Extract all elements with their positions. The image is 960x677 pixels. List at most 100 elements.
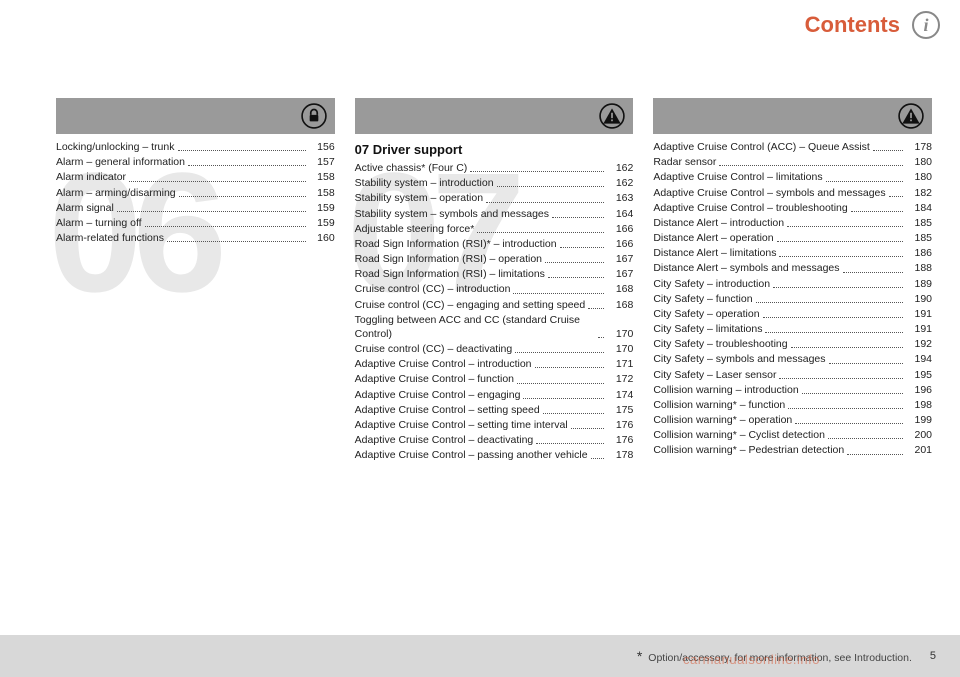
- toc-row: Collision warning* – operation199: [653, 413, 932, 427]
- toc-columns: 06Locking/unlocking – trunk156Alarm – ge…: [56, 98, 932, 463]
- toc-label: Adaptive Cruise Control – setting speed: [355, 403, 540, 417]
- toc-dots: [515, 352, 604, 353]
- toc-dots: [588, 308, 604, 309]
- toc-row: Alarm-related functions160: [56, 231, 335, 245]
- toc-dots: [847, 454, 903, 455]
- toc-dots: [843, 272, 904, 273]
- toc-page: 190: [906, 292, 932, 306]
- toc-dots: [167, 241, 306, 242]
- toc-dots: [129, 181, 306, 182]
- toc-dots: [536, 443, 604, 444]
- toc-page: 176: [607, 433, 633, 447]
- toc-label: Adaptive Cruise Control – deactivating: [355, 433, 534, 447]
- toc-label: Road Sign Information (RSI) – limitation…: [355, 267, 545, 281]
- toc-row: Road Sign Information (RSI) – operation1…: [355, 252, 634, 266]
- toc-label: Toggling between ACC and CC (standard Cr…: [355, 313, 596, 341]
- toc-row: Adaptive Cruise Control – troubleshootin…: [653, 201, 932, 215]
- toc-row: Collision warning – introduction196: [653, 383, 932, 397]
- toc-label: Alarm – arming/disarming: [56, 186, 176, 200]
- toc-row: Alarm signal 159: [56, 201, 335, 215]
- toc-dots: [756, 302, 903, 303]
- toc-page: 166: [607, 237, 633, 251]
- toc-label: Cruise control (CC) – deactivating: [355, 342, 513, 356]
- toc-label: Collision warning* – Pedestrian detectio…: [653, 443, 844, 457]
- toc-row: Road Sign Information (RSI) – limitation…: [355, 267, 634, 281]
- toc-dots: [795, 423, 903, 424]
- toc-label: Distance Alert – symbols and messages: [653, 261, 839, 275]
- toc-list: Adaptive Cruise Control (ACC) – Queue As…: [653, 140, 932, 458]
- toc-page: 159: [309, 216, 335, 230]
- toc-page: 159: [309, 201, 335, 215]
- toc-row: Radar sensor180: [653, 155, 932, 169]
- toc-page: 178: [607, 448, 633, 462]
- toc-dots: [779, 256, 903, 257]
- section-title: 07 Driver support: [355, 142, 634, 157]
- toc-dots: [826, 181, 903, 182]
- toc-dots: [497, 186, 605, 187]
- toc-row: Alarm – arming/disarming158: [56, 186, 335, 200]
- toc-row: Cruise control (CC) – engaging and setti…: [355, 298, 634, 312]
- toc-page: 180: [906, 155, 932, 169]
- info-icon: i: [912, 11, 940, 39]
- toc-page: 180: [906, 170, 932, 184]
- toc-page: 170: [607, 342, 633, 356]
- toc-dots: [719, 165, 903, 166]
- page-number: 5: [930, 650, 936, 662]
- toc-row: City Safety – operation191: [653, 307, 932, 321]
- toc-row: Stability system – introduction162: [355, 176, 634, 190]
- toc-dots: [178, 150, 306, 151]
- toc-page: 194: [906, 352, 932, 366]
- toc-page: 189: [906, 277, 932, 291]
- toc-dots: [513, 293, 604, 294]
- toc-page: 198: [906, 398, 932, 412]
- toc-row: Adaptive Cruise Control – limitations180: [653, 170, 932, 184]
- toc-label: Collision warning* – function: [653, 398, 785, 412]
- toc-page: 201: [906, 443, 932, 457]
- toc-dots: [787, 226, 903, 227]
- toc-dots: [779, 378, 903, 379]
- lock-icon: [301, 103, 327, 129]
- toc-dots: [545, 262, 604, 263]
- toc-label: City Safety – introduction: [653, 277, 770, 291]
- toc-label: Locking/unlocking – trunk: [56, 140, 175, 154]
- toc-page: 184: [906, 201, 932, 215]
- toc-label: City Safety – limitations: [653, 322, 762, 336]
- toc-dots: [517, 383, 604, 384]
- toc-dots: [791, 347, 903, 348]
- warning-icon: [898, 103, 924, 129]
- toc-row: Locking/unlocking – trunk156: [56, 140, 335, 154]
- toc-page: 176: [607, 418, 633, 432]
- toc-page: 167: [607, 252, 633, 266]
- toc-page: 196: [906, 383, 932, 397]
- toc-page: 199: [906, 413, 932, 427]
- toc-list: Locking/unlocking – trunk156Alarm – gene…: [56, 140, 335, 245]
- toc-row: Stability system – operation163: [355, 191, 634, 205]
- toc-row: Collision warning* – Cyclist detection20…: [653, 428, 932, 442]
- toc-row: Adaptive Cruise Control – symbols and me…: [653, 186, 932, 200]
- toc-label: Alarm signal: [56, 201, 114, 215]
- toc-row: City Safety – limitations191: [653, 322, 932, 336]
- toc-row: Alarm – turning off159: [56, 216, 335, 230]
- toc-label: City Safety – troubleshooting: [653, 337, 787, 351]
- toc-dots: [765, 332, 903, 333]
- toc-dots: [773, 287, 903, 288]
- toc-page: 188: [906, 261, 932, 275]
- toc-label: Adaptive Cruise Control – symbols and me…: [653, 186, 885, 200]
- toc-page: 164: [607, 207, 633, 221]
- toc-label: Adaptive Cruise Control – engaging: [355, 388, 521, 402]
- toc-page: 200: [906, 428, 932, 442]
- toc-row: Adaptive Cruise Control – deactivating 17…: [355, 433, 634, 447]
- toc-page: 163: [607, 191, 633, 205]
- toc-label: Stability system – introduction: [355, 176, 494, 190]
- toc-label: Alarm – general information: [56, 155, 185, 169]
- watermark-text: carmanualsonline.info: [683, 652, 820, 667]
- toc-page: 168: [607, 282, 633, 296]
- toc-dots: [788, 408, 903, 409]
- toc-dots: [828, 438, 903, 439]
- toc-page: 191: [906, 307, 932, 321]
- toc-label: Stability system – symbols and messages: [355, 207, 549, 221]
- footer-bar: carmanualsonline.info * Option/accessory…: [0, 635, 960, 677]
- toc-dots: [889, 196, 903, 197]
- toc-row: City Safety – introduction 189: [653, 277, 932, 291]
- toc-row: Adaptive Cruise Control – setting speed1…: [355, 403, 634, 417]
